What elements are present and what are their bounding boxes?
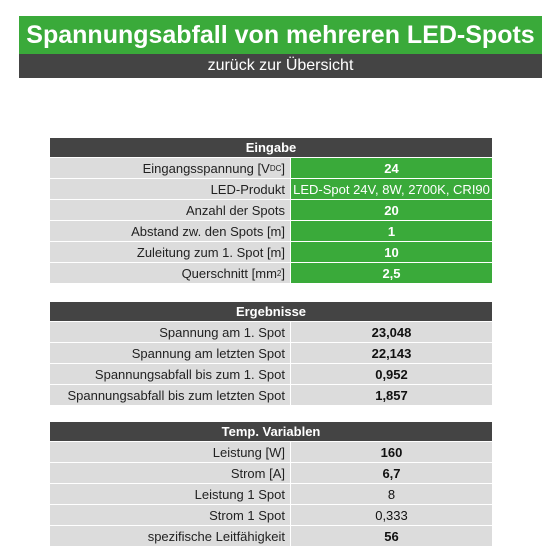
power-one-spot-label: Leistung 1 Spot: [50, 484, 290, 504]
voltage-last-spot-value: 22,143: [291, 343, 492, 363]
page-title-text: Spannungsabfall von mehreren LED-Spots: [26, 20, 535, 49]
feed-line-label: Zuleitung zum 1. Spot [m]: [50, 242, 290, 262]
label-text: Eingangsspannung [V: [142, 160, 270, 176]
voltage-last-spot-label: Spannung am letzten Spot: [50, 343, 290, 363]
table-row: Spannung am letzten Spot 22,143: [50, 343, 492, 363]
back-to-overview-link[interactable]: zurück zur Übersicht: [19, 54, 542, 78]
cross-section-field[interactable]: 2,5: [291, 263, 492, 283]
conductivity-label: spezifische Leitfähigkeit: [50, 526, 290, 546]
back-link-label: zurück zur Übersicht: [207, 57, 354, 74]
power-label: Leistung [W]: [50, 442, 290, 462]
current-one-spot-value: 0,333: [291, 505, 492, 525]
table-row: Zuleitung zum 1. Spot [m] 10: [50, 242, 492, 262]
label-superscript: 2: [276, 268, 282, 278]
temp-variables-table: Temp. Variablen Leistung [W] 160 Strom […: [50, 422, 492, 546]
spot-count-field[interactable]: 20: [291, 200, 492, 220]
input-voltage-field[interactable]: 24: [291, 158, 492, 178]
input-table: Eingabe Eingangsspannung [V DC] 24 LED-Pr…: [50, 138, 492, 283]
voltage-first-spot-value: 23,048: [291, 322, 492, 342]
spot-distance-label: Abstand zw. den Spots [m]: [50, 221, 290, 241]
table-row: Strom 1 Spot 0,333: [50, 505, 492, 525]
label-text: Querschnitt [mm: [181, 265, 277, 281]
spot-count-label: Anzahl der Spots: [50, 200, 290, 220]
table-row: Anzahl der Spots 20: [50, 200, 492, 220]
cross-section-label: Querschnitt [mm 2]: [50, 263, 290, 283]
label-end: ]: [281, 265, 285, 281]
power-value: 160: [291, 442, 492, 462]
feed-line-field[interactable]: 10: [291, 242, 492, 262]
drop-first-spot-label: Spannungsabfall bis zum 1. Spot: [50, 364, 290, 384]
label-subscript: DC: [269, 163, 282, 173]
drop-last-spot-value: 1,857: [291, 385, 492, 405]
table-row: Querschnitt [mm 2] 2,5: [50, 263, 492, 283]
conductivity-value: 56: [291, 526, 492, 546]
current-label: Strom [A]: [50, 463, 290, 483]
table-row: Abstand zw. den Spots [m] 1: [50, 221, 492, 241]
results-table: Ergebnisse Spannung am 1. Spot 23,048 Sp…: [50, 302, 492, 405]
table-row: Strom [A] 6,7: [50, 463, 492, 483]
table-row: spezifische Leitfähigkeit 56: [50, 526, 492, 546]
temp-variables-heading: Temp. Variablen: [50, 422, 492, 441]
page-title: Spannungsabfall von mehreren LED-Spots: [19, 16, 542, 54]
power-one-spot-value: 8: [291, 484, 492, 504]
label-end: ]: [281, 160, 285, 176]
table-row: Spannungsabfall bis zum 1. Spot 0,952: [50, 364, 492, 384]
current-one-spot-label: Strom 1 Spot: [50, 505, 290, 525]
table-row: Spannungsabfall bis zum letzten Spot 1,8…: [50, 385, 492, 405]
voltage-first-spot-label: Spannung am 1. Spot: [50, 322, 290, 342]
table-row: Spannung am 1. Spot 23,048: [50, 322, 492, 342]
led-product-select[interactable]: LED-Spot 24V, 8W, 2700K, CRI90: [291, 179, 492, 199]
input-table-heading: Eingabe: [50, 138, 492, 157]
table-row: Leistung 1 Spot 8: [50, 484, 492, 504]
input-voltage-label: Eingangsspannung [V DC]: [50, 158, 290, 178]
results-table-heading: Ergebnisse: [50, 302, 492, 321]
drop-first-spot-value: 0,952: [291, 364, 492, 384]
drop-last-spot-label: Spannungsabfall bis zum letzten Spot: [50, 385, 290, 405]
table-row: Leistung [W] 160: [50, 442, 492, 462]
table-row: Eingangsspannung [V DC] 24: [50, 158, 492, 178]
table-row: LED-Produkt LED-Spot 24V, 8W, 2700K, CRI…: [50, 179, 492, 199]
spot-distance-field[interactable]: 1: [291, 221, 492, 241]
led-product-label: LED-Produkt: [50, 179, 290, 199]
current-value: 6,7: [291, 463, 492, 483]
